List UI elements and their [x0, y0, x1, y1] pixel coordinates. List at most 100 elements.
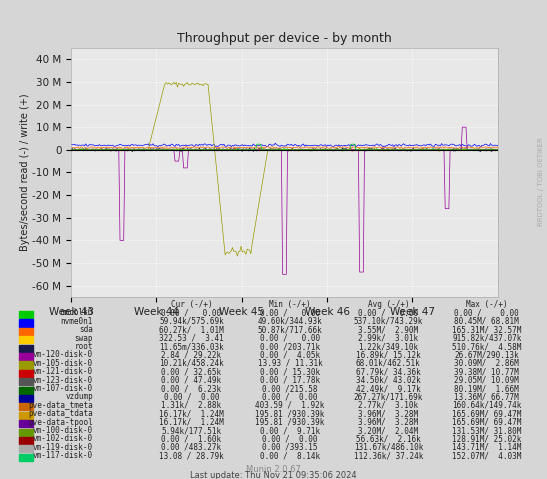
FancyBboxPatch shape [19, 387, 33, 394]
Text: 30.09M/  2.86M: 30.09M/ 2.86M [455, 359, 519, 368]
Text: 16.89k/ 15.12k: 16.89k/ 15.12k [356, 351, 421, 359]
Text: Max (-/+): Max (-/+) [466, 300, 508, 309]
Text: 29.05M/ 10.09M: 29.05M/ 10.09M [455, 376, 519, 385]
Text: 3.55M/  2.90M: 3.55M/ 2.90M [358, 325, 418, 334]
Text: 131.67k/486.10k: 131.67k/486.10k [354, 443, 423, 452]
Text: 34.50k/ 43.02k: 34.50k/ 43.02k [356, 376, 421, 385]
Text: 152.07M/  4.03M: 152.07M/ 4.03M [452, 451, 521, 460]
Text: RRDTOOL / TOBI OETIKER: RRDTOOL / TOBI OETIKER [538, 137, 544, 227]
Text: vm-120-disk-0: vm-120-disk-0 [33, 351, 93, 359]
Text: swap: swap [74, 334, 93, 342]
Text: 195.81 /930.39k: 195.81 /930.39k [255, 418, 324, 427]
Text: 68.01k/462.51k: 68.01k/462.51k [356, 359, 421, 368]
FancyBboxPatch shape [19, 336, 33, 343]
Text: 0.00 /  8.14k: 0.00 / 8.14k [260, 451, 320, 460]
FancyBboxPatch shape [19, 454, 33, 461]
Text: Min (-/+): Min (-/+) [269, 300, 311, 309]
Text: 0.00 /203.71k: 0.00 /203.71k [260, 342, 320, 351]
Text: 403.59 /  1.92k: 403.59 / 1.92k [255, 401, 324, 410]
Text: 0.00 / 32.65k: 0.00 / 32.65k [161, 367, 222, 376]
Text: 0.00 /    0.00: 0.00 / 0.00 [455, 308, 519, 318]
Text: pve-data_tmeta: pve-data_tmeta [28, 401, 93, 410]
Text: Avg (-/+): Avg (-/+) [368, 300, 409, 309]
Text: 0.00 /  9.71k: 0.00 / 9.71k [260, 426, 320, 435]
FancyBboxPatch shape [19, 412, 33, 419]
Text: vm-100-disk-0: vm-100-disk-0 [33, 426, 93, 435]
Text: 60.27k/  1.01M: 60.27k/ 1.01M [159, 325, 224, 334]
Text: 160.64k/149.74k: 160.64k/149.74k [452, 401, 521, 410]
Text: 0.00 /215.58: 0.00 /215.58 [262, 384, 318, 393]
Text: 42.49k/  9.17k: 42.49k/ 9.17k [356, 384, 421, 393]
Text: Last update: Thu Nov 21 09:35:06 2024: Last update: Thu Nov 21 09:35:06 2024 [190, 471, 357, 479]
Text: 10.21k/458.24k: 10.21k/458.24k [159, 359, 224, 368]
Text: 510.76k/  4.58M: 510.76k/ 4.58M [452, 342, 521, 351]
Text: 165.69M/ 69.47M: 165.69M/ 69.47M [452, 409, 521, 418]
Text: 39.38M/ 10.77M: 39.38M/ 10.77M [455, 367, 519, 376]
Text: 80.45M/ 68.81M: 80.45M/ 68.81M [455, 317, 519, 326]
Text: 0.00 /393.15: 0.00 /393.15 [262, 443, 318, 452]
Y-axis label: Bytes/second read (-) / write (+): Bytes/second read (-) / write (+) [20, 93, 30, 251]
Text: 195.81 /930.39k: 195.81 /930.39k [255, 409, 324, 418]
Text: 165.31M/ 32.57M: 165.31M/ 32.57M [452, 325, 521, 334]
Text: mmcblk0: mmcblk0 [61, 308, 93, 318]
Text: vm-105-disk-0: vm-105-disk-0 [33, 359, 93, 368]
FancyBboxPatch shape [19, 353, 33, 360]
Text: 2.77k/  3.10k: 2.77k/ 3.10k [358, 401, 418, 410]
Text: 112.36k/ 37.24k: 112.36k/ 37.24k [354, 451, 423, 460]
Text: 50.87k/717.66k: 50.87k/717.66k [258, 325, 322, 334]
Text: 0.00 /483.27k: 0.00 /483.27k [161, 443, 222, 452]
Text: 1.31k/  2.88k: 1.31k/ 2.88k [161, 401, 222, 410]
Text: 3.96M/  3.28M: 3.96M/ 3.28M [358, 409, 418, 418]
Text: 0.00 /  4.05k: 0.00 / 4.05k [260, 351, 320, 359]
Text: vm-107-disk-0: vm-107-disk-0 [33, 384, 93, 393]
Text: 0.00 / 47.49k: 0.00 / 47.49k [161, 376, 222, 385]
Text: vm-102-disk-0: vm-102-disk-0 [33, 434, 93, 444]
FancyBboxPatch shape [19, 420, 33, 427]
Text: 143.71M/  1.14M: 143.71M/ 1.14M [452, 443, 521, 452]
Text: 0.00 /  0.00: 0.00 / 0.00 [164, 392, 219, 401]
Text: 131.53M/ 31.80M: 131.53M/ 31.80M [452, 426, 521, 435]
Text: 2.99k/  3.01k: 2.99k/ 3.01k [358, 334, 418, 342]
Text: vm-123-disk-0: vm-123-disk-0 [33, 376, 93, 385]
Text: 16.17k/  1.24M: 16.17k/ 1.24M [159, 409, 224, 418]
Text: 0.00 / 15.30k: 0.00 / 15.30k [260, 367, 320, 376]
FancyBboxPatch shape [19, 403, 33, 411]
FancyBboxPatch shape [19, 362, 33, 368]
Text: 49.60k/344.93k: 49.60k/344.93k [258, 317, 322, 326]
Text: 1.22k/349.10k: 1.22k/349.10k [358, 342, 418, 351]
FancyBboxPatch shape [19, 395, 33, 402]
Text: nvme0n1: nvme0n1 [61, 317, 93, 326]
Text: 0.00 /   0.00: 0.00 / 0.00 [161, 308, 222, 318]
Text: 0.00 / 17.78k: 0.00 / 17.78k [260, 376, 320, 385]
Text: 128.91M/ 25.02k: 128.91M/ 25.02k [452, 434, 521, 444]
Title: Throughput per device - by month: Throughput per device - by month [177, 33, 392, 46]
Text: 80.19M/  1.66M: 80.19M/ 1.66M [455, 384, 519, 393]
Text: 3.20M/  2.04M: 3.20M/ 2.04M [358, 426, 418, 435]
Text: 5.94k/177.51k: 5.94k/177.51k [161, 426, 222, 435]
Text: pve-data_tdata: pve-data_tdata [28, 409, 93, 418]
Text: 26.67M/290.13k: 26.67M/290.13k [455, 351, 519, 359]
Text: pve-data-tpool: pve-data-tpool [28, 418, 93, 427]
FancyBboxPatch shape [19, 437, 33, 444]
Text: root: root [74, 342, 93, 351]
FancyBboxPatch shape [19, 445, 33, 453]
Text: 59.94k/575.69k: 59.94k/575.69k [159, 317, 224, 326]
Text: Munin 2.0.67: Munin 2.0.67 [246, 465, 301, 474]
Text: Cur (-/+): Cur (-/+) [171, 300, 212, 309]
Text: 322.53 /  3.41: 322.53 / 3.41 [159, 334, 224, 342]
FancyBboxPatch shape [19, 311, 33, 318]
Text: 16.17k/  1.24M: 16.17k/ 1.24M [159, 418, 224, 427]
Text: 0.00 /  0.00: 0.00 / 0.00 [262, 392, 318, 401]
Text: 0.00 /  6.23k: 0.00 / 6.23k [161, 384, 222, 393]
Text: 0.00 /   0.00: 0.00 / 0.00 [260, 308, 320, 318]
Text: 915.82k/437.07k: 915.82k/437.07k [452, 334, 521, 342]
Text: 11.65m/336.03k: 11.65m/336.03k [159, 342, 224, 351]
Text: 67.79k/ 34.36k: 67.79k/ 34.36k [356, 367, 421, 376]
Text: sda: sda [79, 325, 93, 334]
Text: 165.69M/ 69.47M: 165.69M/ 69.47M [452, 418, 521, 427]
Text: vm-119-disk-0: vm-119-disk-0 [33, 443, 93, 452]
Text: 0.00 /   0.00: 0.00 / 0.00 [358, 308, 418, 318]
Text: 56.63k/  2.16k: 56.63k/ 2.16k [356, 434, 421, 444]
FancyBboxPatch shape [19, 344, 33, 352]
Text: 0.00 /  1.60k: 0.00 / 1.60k [161, 434, 222, 444]
